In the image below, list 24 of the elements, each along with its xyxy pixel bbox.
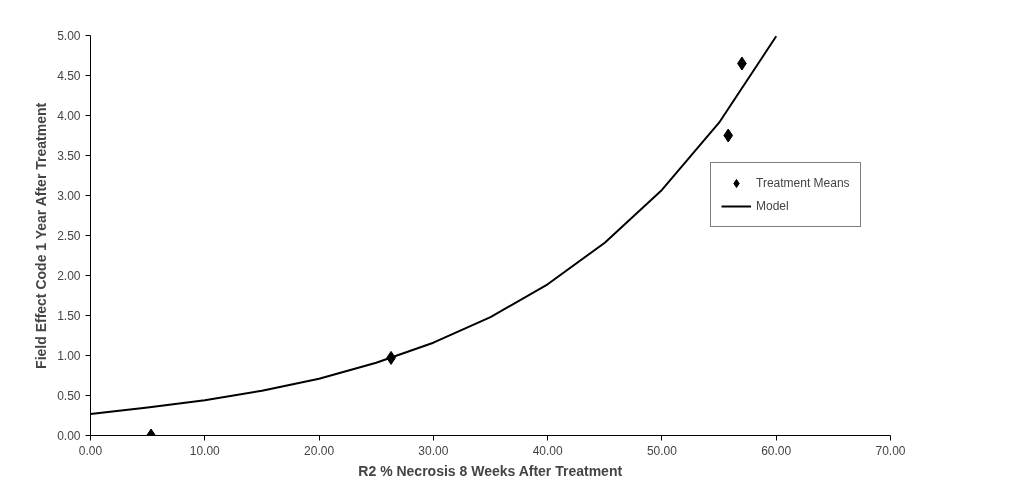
y-tick-label: 4.50 bbox=[57, 69, 81, 83]
point bbox=[723, 128, 734, 143]
x-axis-title: R2 % Necrosis 8 Weeks After Treatment bbox=[358, 462, 623, 479]
y-tick-label: 4.00 bbox=[57, 109, 81, 123]
y-tick-label: 3.50 bbox=[57, 149, 81, 163]
y-tick-label: 0.00 bbox=[57, 429, 81, 443]
y-tick-label: 2.00 bbox=[57, 269, 81, 283]
x-tick-label: 10.00 bbox=[189, 443, 221, 458]
y-tick-label: 5.00 bbox=[57, 29, 81, 43]
x-tick-label: 30.00 bbox=[418, 443, 449, 458]
x-tick-label: 50.00 bbox=[646, 443, 678, 458]
y-tick-label: 1.00 bbox=[57, 349, 81, 363]
legend-label: Model bbox=[756, 199, 789, 213]
y-tick-label: 3.00 bbox=[57, 189, 81, 203]
y-tick-label: 0.50 bbox=[57, 389, 81, 403]
x-tick-label: 60.00 bbox=[761, 443, 792, 458]
x-tick-label: 0.00 bbox=[78, 443, 103, 458]
x-tick-label: 40.00 bbox=[532, 443, 563, 458]
x-tick-label: 70.00 bbox=[875, 443, 906, 458]
legend-label: Treatment Means bbox=[756, 176, 850, 190]
y-tick-label: 1.50 bbox=[57, 309, 81, 323]
y-axis-title: Field Effect Code 1 Year After Treatment bbox=[33, 102, 50, 369]
x-tick-label: 20.00 bbox=[304, 443, 335, 458]
y-tick-label: 2.50 bbox=[57, 229, 81, 243]
